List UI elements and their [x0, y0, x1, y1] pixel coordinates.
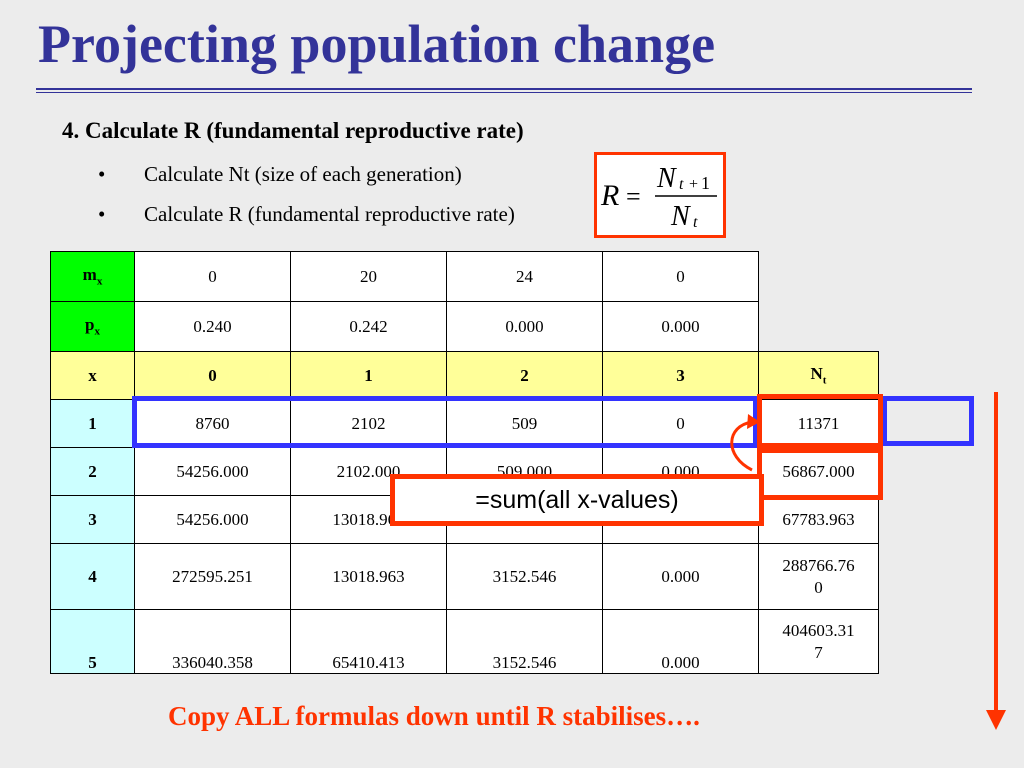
generation-label: 4 [50, 543, 135, 610]
table-cell: 2102 [290, 399, 447, 448]
formula-equals: = [626, 182, 641, 211]
nt-header: Nt [758, 351, 879, 400]
bullet-item: • Calculate R (fundamental reproductive … [98, 194, 515, 234]
table-cell: 0.000 [602, 609, 759, 674]
nt-cell: 11371 [758, 399, 879, 448]
table-cell: 0.242 [290, 301, 447, 352]
slide-title: Projecting population change [38, 14, 716, 74]
table-cell: 8760 [134, 399, 291, 448]
bullet-icon: • [98, 202, 106, 226]
generation-label: 2 [50, 447, 135, 496]
bullet-text: Calculate R (fundamental reproductive ra… [144, 202, 515, 226]
formula-one: 1 [701, 173, 710, 193]
table-cell: 20 [290, 251, 447, 302]
table-row: 5 336040.358 65410.413 3152.546 0.000 40… [50, 609, 879, 674]
px-label: px [50, 301, 135, 352]
down-arrow-icon [986, 710, 1006, 730]
formula-denominator-n: N [670, 201, 691, 232]
nt-cell: 404603.31 7 [758, 609, 879, 674]
table-cell: 0.000 [446, 301, 603, 352]
table-cell: 65410.413 [290, 609, 447, 674]
header-row: x 0 1 2 3 Nt [50, 351, 879, 400]
sum-formula-callout: =sum(all x-values) [390, 474, 764, 526]
table-row: 1 8760 2102 509 0 11371 [50, 399, 879, 448]
bullet-item: • Calculate Nt (size of each generation) [98, 154, 515, 194]
formula-numerator-n: N [656, 163, 677, 194]
table-cell: 0.240 [134, 301, 291, 352]
step-heading: 4. Calculate R (fundamental reproductive… [62, 118, 524, 143]
formula-plus: + [689, 176, 698, 193]
curved-arrow-line [730, 420, 753, 472]
x-header: x [50, 351, 135, 400]
px-row: px 0.240 0.242 0.000 0.000 [50, 301, 879, 352]
table-cell: 54256.000 [134, 495, 291, 544]
curved-arrow-icon [747, 414, 760, 429]
footer-instruction: Copy ALL formulas down until R stabilise… [168, 701, 700, 731]
r-formula: R = N t + 1 N t [600, 163, 717, 232]
title-underline-thin [36, 92, 972, 93]
mx-row: mx 0 20 24 0 [50, 251, 879, 302]
table-cell: 0 [134, 251, 291, 302]
generation-label: 1 [50, 399, 135, 448]
bullet-icon: • [98, 162, 106, 186]
title-underline [36, 88, 972, 90]
nt-cell: 288766.76 0 [758, 543, 879, 610]
table-cell: 0.000 [602, 301, 759, 352]
formula-lhs: R [600, 179, 619, 212]
formula-numerator-sub: t [679, 176, 684, 193]
table-cell: 0 [602, 251, 759, 302]
column-header: 2 [446, 351, 603, 400]
table-row: 4 272595.251 13018.963 3152.546 0.000 28… [50, 543, 879, 610]
table-cell: 3152.546 [446, 543, 603, 610]
formula-denominator-sub: t [693, 214, 698, 231]
bullet-text: Calculate Nt (size of each generation) [144, 162, 462, 186]
r-target-highlight-box [882, 396, 974, 446]
table-cell: 24 [446, 251, 603, 302]
table-cell: 3152.546 [446, 609, 603, 674]
column-header: 0 [134, 351, 291, 400]
table-cell: 272595.251 [134, 543, 291, 610]
generation-label: 3 [50, 495, 135, 544]
table-cell: 54256.000 [134, 447, 291, 496]
r-formula-box: R = N t + 1 N t [594, 152, 726, 238]
table-cell: 13018.963 [290, 543, 447, 610]
table-cell: 0.000 [602, 543, 759, 610]
nt-cell: 67783.963 [758, 495, 879, 544]
generation-label: 5 [50, 609, 135, 674]
nt-row1-highlight-box [757, 394, 883, 448]
bullet-list: • Calculate Nt (size of each generation)… [98, 154, 515, 234]
